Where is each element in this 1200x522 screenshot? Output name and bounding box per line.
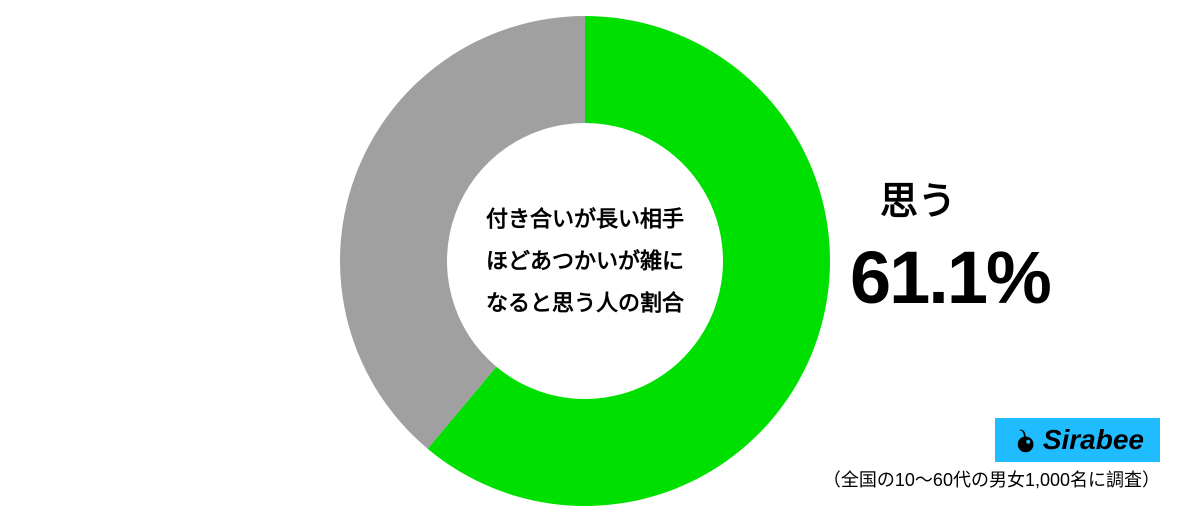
result-callout: 思う 61.1% [850, 170, 1050, 320]
sirabee-logo: Sirabee [995, 418, 1160, 462]
donut-chart: 付き合いが長い相手ほどあつかいが雑になると思う人の割合 [340, 16, 830, 506]
callout-percent: 61.1% [850, 235, 1050, 320]
sirabee-brand-text: Sirabee [1043, 424, 1144, 456]
survey-footnote: （全国の10〜60代の男女1,000名に調査） [823, 466, 1160, 492]
donut-center-label: 付き合いが長い相手ほどあつかいが雑になると思う人の割合 [486, 198, 684, 323]
sirabee-logo-icon [1009, 426, 1037, 454]
callout-label: 思う [850, 170, 1050, 225]
